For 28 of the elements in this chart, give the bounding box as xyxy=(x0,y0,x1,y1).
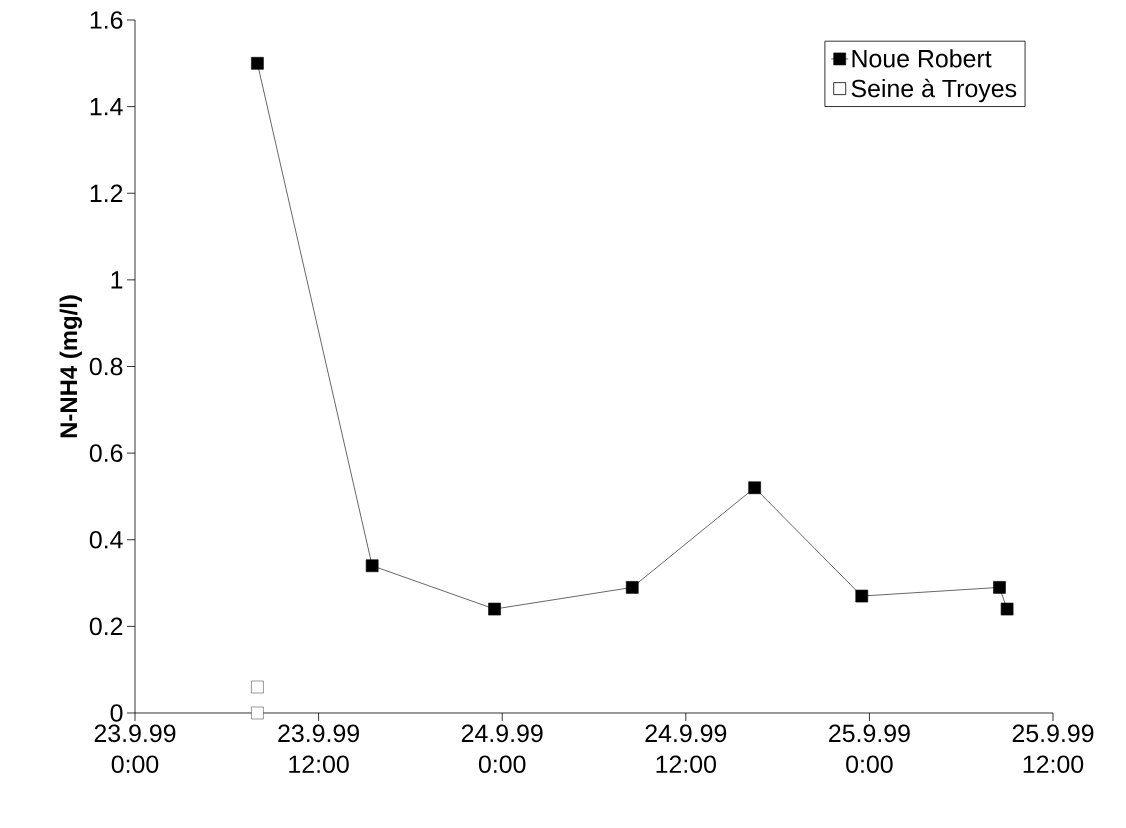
point xyxy=(251,680,264,694)
y-tick-label: 0.8 xyxy=(89,357,123,376)
y-tick-label: 1.4 xyxy=(90,98,123,116)
point xyxy=(1000,602,1014,616)
y-tick-label: 0.2 xyxy=(89,617,123,636)
y-tick-label: 0.6 xyxy=(89,444,123,462)
point xyxy=(748,481,761,495)
point xyxy=(855,589,869,603)
y-tick-label: 0.4 xyxy=(89,530,123,549)
y-tick-label: 0 xyxy=(110,704,123,722)
point xyxy=(993,581,1006,594)
point xyxy=(488,602,501,616)
y-tick-label: 1 xyxy=(111,271,123,289)
point xyxy=(251,706,264,720)
legend-label: Noue Robert xyxy=(852,49,992,68)
point xyxy=(251,57,264,70)
y-tick-label: 1.6 xyxy=(90,11,123,29)
x-tick-label: 23.9.99 0:00 xyxy=(94,724,176,774)
point xyxy=(625,581,639,594)
x-tick-label: 25.9.99 12:00 xyxy=(1012,724,1094,774)
y-axis-title: N-NH4 (mg/l) xyxy=(59,295,83,438)
legend-label: Seine à Troyes xyxy=(851,78,1017,103)
x-tick-label: 24.9.99 0:00 xyxy=(461,724,543,774)
y-tick-label: 1.2 xyxy=(90,184,123,202)
x-tick-label: 24.9.99 12:00 xyxy=(645,724,727,774)
x-tick-label: 25.9.99 0:00 xyxy=(829,724,910,774)
point xyxy=(365,559,379,573)
x-tick-label: 23.9.99 12:00 xyxy=(278,724,359,774)
